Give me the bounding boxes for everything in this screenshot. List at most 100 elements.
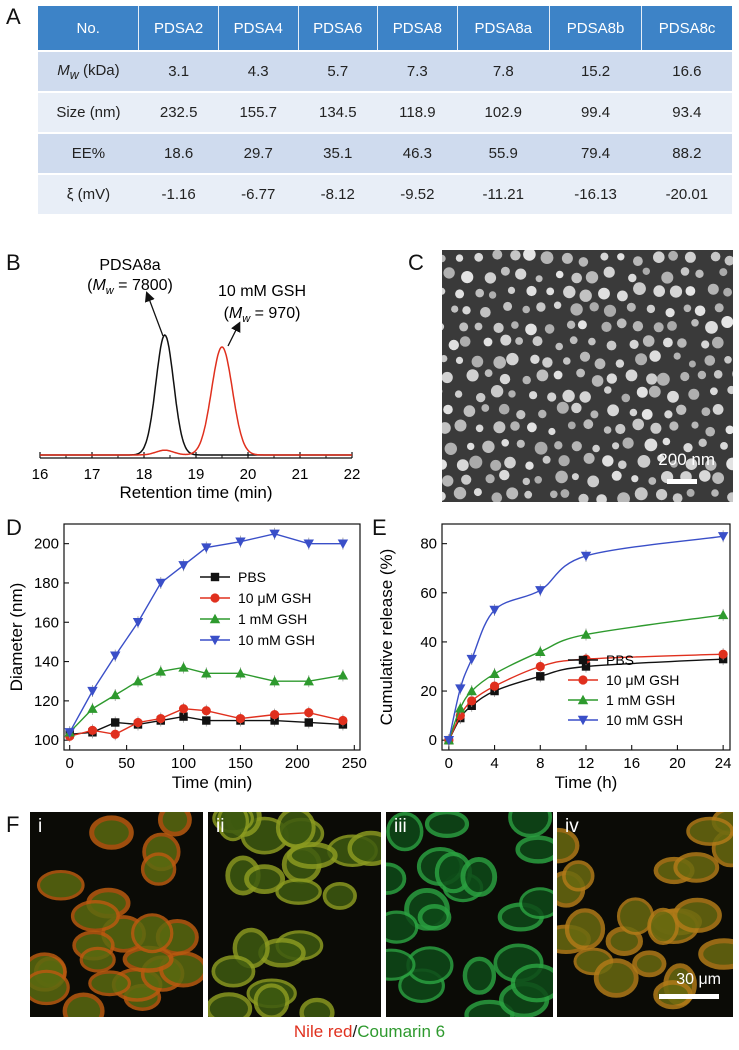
sem-image: 200 nm xyxy=(442,250,733,502)
sem-particle xyxy=(732,370,733,377)
gpc-x-tick-label: 22 xyxy=(344,466,361,483)
sem-particle xyxy=(596,494,607,502)
sem-particle xyxy=(554,441,563,450)
sem-particle xyxy=(606,340,617,351)
release-x-tick-label: 0 xyxy=(445,755,453,772)
table-cell: 18.6 xyxy=(138,132,219,174)
diameter-data-point xyxy=(201,543,212,553)
sem-particle xyxy=(500,334,512,346)
sem-particle xyxy=(555,342,563,351)
sem-particle xyxy=(493,322,504,333)
diameter-data-point xyxy=(235,537,246,547)
sem-particle xyxy=(475,288,484,298)
sem-particle xyxy=(622,437,634,449)
table-cell: 93.4 xyxy=(641,91,732,133)
cell xyxy=(686,816,733,846)
sem-particle xyxy=(515,337,523,345)
sem-particle xyxy=(667,390,679,403)
sem-particle xyxy=(667,321,677,331)
release-data-point xyxy=(455,684,466,694)
cell xyxy=(417,903,452,931)
sem-particle xyxy=(588,337,596,346)
sem-particle xyxy=(606,373,617,384)
sem-particle xyxy=(511,321,519,329)
cell xyxy=(672,897,722,933)
sem-particle xyxy=(571,272,582,284)
diameter-y-tick-label: 120 xyxy=(34,693,59,710)
cell xyxy=(508,812,553,838)
diameter-legend-label: PBS xyxy=(238,569,266,585)
sem-particle xyxy=(727,492,733,502)
gpc-x-tick-label: 18 xyxy=(136,466,153,483)
sem-particle xyxy=(661,271,674,284)
table-cell: 29.7 xyxy=(218,132,298,174)
release-data-point xyxy=(581,662,591,671)
cell xyxy=(244,864,286,894)
table-row: EE% 18.6 29.7 35.1 46.3 55.9 79.4 88.2 xyxy=(38,132,732,174)
diameter-legend-label: 10 mM GSH xyxy=(238,632,315,648)
sem-particle xyxy=(454,419,467,432)
sem-particle xyxy=(515,268,527,280)
sem-particle xyxy=(542,455,551,464)
diameter-data-point xyxy=(337,670,349,680)
cell xyxy=(79,946,116,973)
release-data-point xyxy=(455,703,466,713)
diameter-data-point xyxy=(64,728,75,738)
sem-particle xyxy=(617,290,628,302)
sem-particle xyxy=(522,477,530,486)
gpc-arrow-pdsa8a xyxy=(144,291,164,337)
sem-particle xyxy=(663,337,673,348)
sem-particle xyxy=(712,472,724,484)
sem-particle xyxy=(656,372,670,386)
sem-particle xyxy=(451,305,459,313)
sem-particle xyxy=(503,301,513,311)
sem-particle xyxy=(629,408,638,417)
diameter-data-point xyxy=(303,539,314,549)
release-x-label: Time (h) xyxy=(555,773,618,792)
sem-particle xyxy=(507,286,516,294)
sem-particle xyxy=(705,321,718,334)
release-data-point xyxy=(535,586,546,596)
sem-particle xyxy=(688,388,700,400)
sem-particle xyxy=(720,442,728,450)
gpc-chart: 16 17 18 19 20 21 22 Retention time (min) PDSA… xyxy=(32,257,361,502)
cell xyxy=(510,963,553,1003)
sem-particle xyxy=(656,489,668,501)
sem-particle xyxy=(567,421,576,430)
diameter-data-point xyxy=(87,703,98,713)
confocal-image-3: iii xyxy=(386,812,553,1017)
sem-particle xyxy=(616,318,627,329)
table-cell: 5.7 xyxy=(298,50,378,92)
release-x-tick-label: 20 xyxy=(669,755,686,772)
release-data-point xyxy=(467,696,477,706)
sem-particle xyxy=(553,370,563,380)
sem-particle xyxy=(633,256,643,266)
cell-texture xyxy=(208,812,381,1017)
diameter-data-point xyxy=(304,708,314,718)
sem-particle xyxy=(714,303,724,313)
sem-particle xyxy=(701,340,710,349)
sem-particle xyxy=(454,390,463,398)
diameter-data-point xyxy=(235,713,246,724)
table-cell: -6.77 xyxy=(218,173,298,214)
sem-particle xyxy=(501,439,509,447)
mw-unit: (kDa) xyxy=(78,61,120,79)
sem-particle xyxy=(467,442,475,451)
sem-particle xyxy=(488,291,497,299)
sem-particle xyxy=(635,353,648,366)
sem-particle xyxy=(444,442,457,455)
panel-label-f: F xyxy=(6,812,20,837)
sem-particle xyxy=(544,324,555,334)
gpc-annotation-gsh: 10 mM GSH xyxy=(218,283,306,300)
sem-particle xyxy=(504,456,516,469)
header-pdsa8: PDSA8 xyxy=(377,6,458,51)
sem-particle xyxy=(634,487,648,501)
table-cell: -1.16 xyxy=(138,173,219,214)
sem-particle xyxy=(555,270,564,279)
release-y-tick-label: 60 xyxy=(420,585,437,602)
sem-particle xyxy=(603,266,615,278)
sem-particle xyxy=(594,358,606,370)
sem-particle xyxy=(532,336,543,347)
sem-particle xyxy=(566,320,576,329)
diameter-data-point xyxy=(132,676,144,686)
